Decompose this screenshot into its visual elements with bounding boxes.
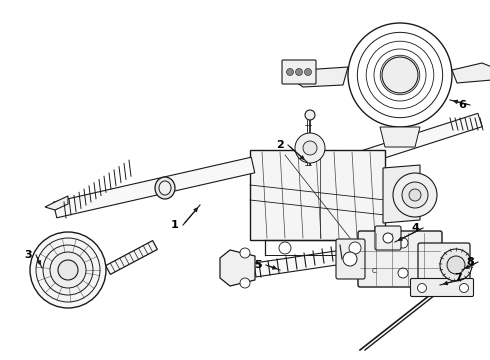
Polygon shape [293, 67, 348, 87]
Polygon shape [106, 240, 157, 274]
Polygon shape [395, 240, 425, 276]
Circle shape [447, 256, 465, 274]
Circle shape [343, 252, 357, 266]
Text: 7: 7 [454, 273, 462, 283]
Circle shape [240, 278, 250, 288]
Circle shape [279, 242, 291, 254]
Polygon shape [250, 150, 385, 240]
Circle shape [303, 141, 317, 155]
FancyBboxPatch shape [282, 60, 316, 84]
Circle shape [50, 252, 86, 288]
Circle shape [287, 68, 294, 76]
Circle shape [417, 284, 426, 292]
Circle shape [374, 49, 426, 101]
Polygon shape [45, 196, 68, 210]
Circle shape [440, 249, 472, 281]
Text: C: C [372, 268, 377, 274]
Circle shape [380, 55, 420, 95]
Polygon shape [380, 127, 420, 147]
Text: 1: 1 [171, 220, 179, 230]
Ellipse shape [159, 181, 171, 195]
Circle shape [295, 133, 325, 163]
Polygon shape [338, 113, 482, 172]
Circle shape [43, 245, 93, 295]
Text: 5: 5 [254, 260, 262, 270]
Ellipse shape [155, 177, 175, 199]
FancyBboxPatch shape [358, 231, 442, 287]
FancyBboxPatch shape [375, 226, 401, 250]
Polygon shape [452, 63, 490, 83]
Text: 6: 6 [458, 100, 466, 110]
Circle shape [402, 182, 428, 208]
FancyBboxPatch shape [418, 243, 470, 287]
Circle shape [36, 238, 100, 302]
Circle shape [58, 260, 78, 280]
Circle shape [382, 57, 418, 93]
Circle shape [348, 23, 452, 127]
Polygon shape [254, 243, 391, 277]
Circle shape [304, 68, 312, 76]
FancyBboxPatch shape [411, 279, 473, 297]
Polygon shape [220, 250, 255, 286]
Circle shape [240, 248, 250, 258]
Circle shape [398, 268, 408, 278]
Text: 8: 8 [466, 257, 474, 267]
Circle shape [295, 68, 302, 76]
Polygon shape [53, 157, 255, 218]
Circle shape [383, 233, 393, 243]
Circle shape [393, 173, 437, 217]
Circle shape [357, 32, 442, 118]
Text: 4: 4 [411, 223, 419, 233]
Circle shape [305, 110, 315, 120]
Circle shape [366, 41, 434, 109]
Text: 3: 3 [24, 250, 32, 260]
Circle shape [460, 284, 468, 292]
Circle shape [349, 242, 361, 254]
FancyBboxPatch shape [336, 239, 365, 279]
Circle shape [30, 232, 106, 308]
Circle shape [409, 189, 421, 201]
Text: 2: 2 [276, 140, 284, 150]
Polygon shape [383, 165, 420, 223]
Circle shape [398, 238, 408, 248]
